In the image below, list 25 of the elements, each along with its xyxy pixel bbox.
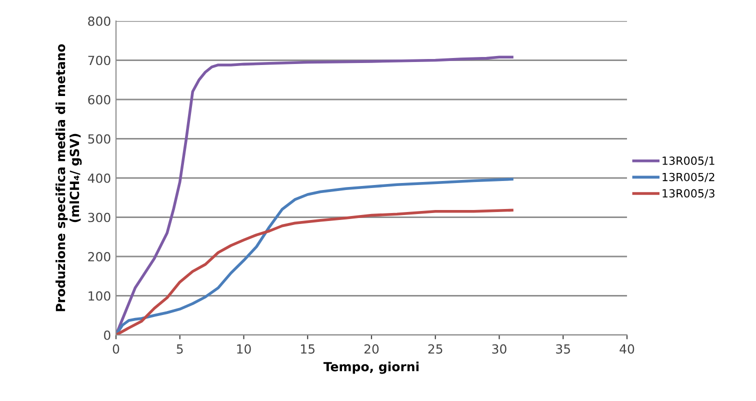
- y-tick-label: 200: [88, 252, 110, 262]
- x-tick-label: 40: [620, 344, 634, 354]
- line-series: [116, 178, 514, 335]
- y-tick-label: 100: [88, 291, 110, 301]
- x-tick-label: 35: [556, 344, 570, 354]
- legend-label: 13R005/2: [662, 172, 714, 182]
- y-tick-label: 800: [88, 16, 110, 26]
- x-axis-title: Tempo, giorni: [323, 362, 419, 374]
- y-tick-label: 0: [104, 330, 110, 340]
- y-tick-label: 500: [88, 134, 110, 144]
- x-tick-label: 0: [112, 344, 120, 354]
- x-tick-label: 5: [176, 344, 183, 354]
- line-series: [116, 208, 514, 335]
- x-tick-label: 15: [301, 344, 314, 354]
- x-tick-label: 10: [237, 344, 251, 354]
- y-tick-label: 700: [88, 56, 110, 66]
- x-tick-label: 25: [428, 344, 442, 354]
- y-tick-label: 600: [88, 94, 110, 104]
- legend-label: 13R005/1: [662, 156, 714, 166]
- x-tick-label: 30: [492, 344, 506, 354]
- x-tick-label: 20: [364, 344, 379, 354]
- y-axis-title: Produzione specifica media di metano (mlCH₄/ gSV): [56, 44, 82, 312]
- y-tick-label: 300: [88, 212, 110, 222]
- y-tick-label: 400: [88, 173, 110, 183]
- legend-label: 13R005/3: [662, 189, 714, 198]
